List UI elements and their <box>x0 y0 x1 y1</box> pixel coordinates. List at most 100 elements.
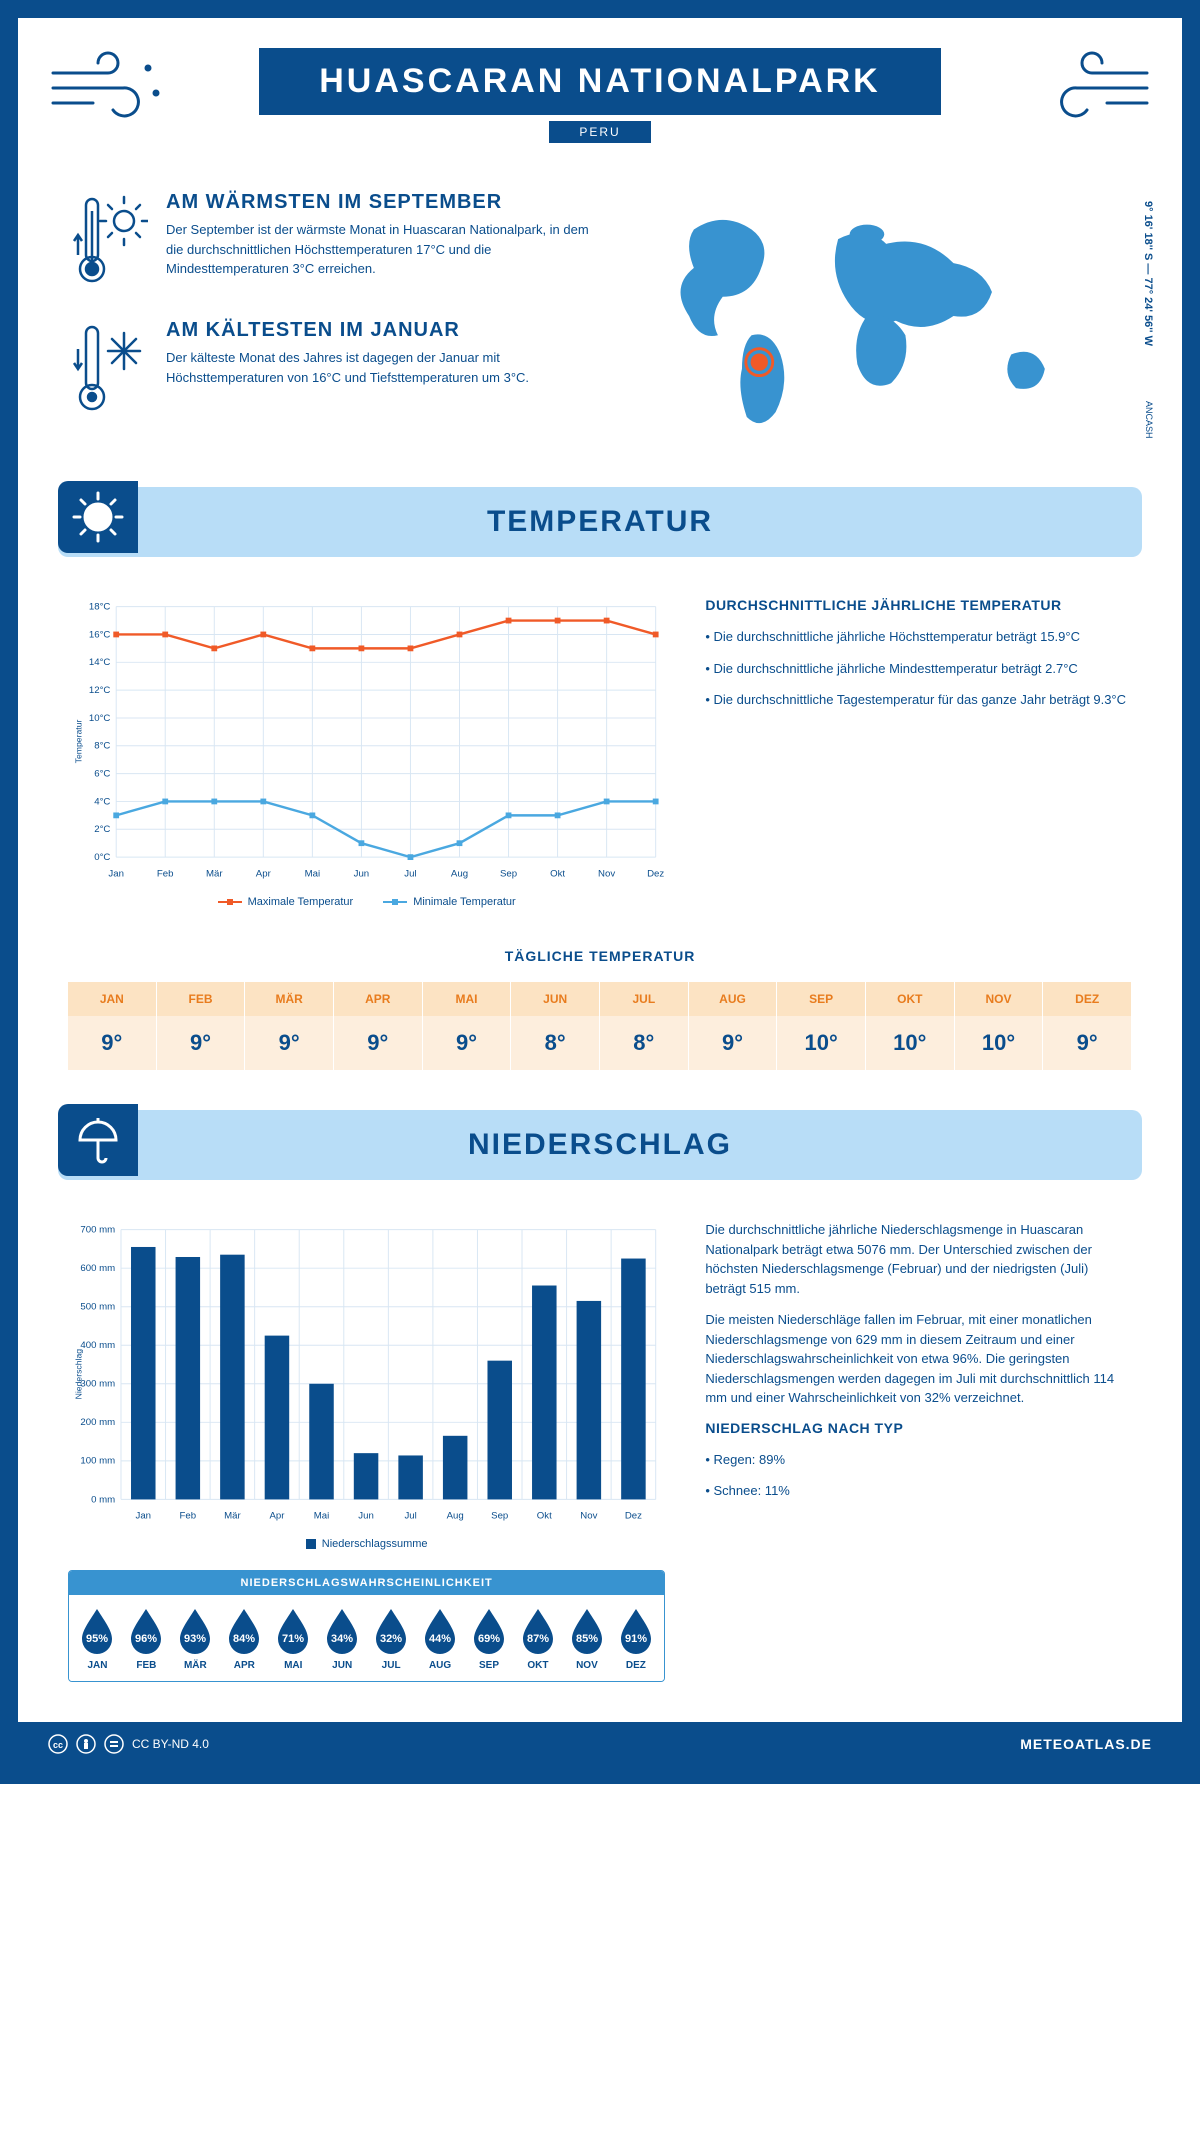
svg-text:14°C: 14°C <box>89 657 111 668</box>
coldest-block: AM KÄLTESTEN IM JANUAR Der kälteste Mona… <box>68 319 610 419</box>
sun-icon <box>58 481 138 553</box>
temp-summary: DURCHSCHNITTLICHE JÄHRLICHE TEMPERATUR •… <box>705 597 1132 908</box>
svg-text:Sep: Sep <box>491 1511 508 1522</box>
temperature-line-chart: 0°C2°C4°C6°C8°C10°C12°C14°C16°C18°CJanFe… <box>68 597 665 886</box>
infographic-frame: HUASCARAN NATIONALPARK PERU AM WÄRMSTEN … <box>0 0 1200 1784</box>
precip-section-header: NIEDERSCHLAG <box>58 1110 1142 1180</box>
dt-value: 9° <box>334 1016 423 1070</box>
svg-text:84%: 84% <box>233 1633 255 1645</box>
temp-legend: Maximale Temperatur Minimale Temperatur <box>68 896 665 908</box>
country-label: PERU <box>549 121 650 143</box>
precip-legend: Niederschlagssumme <box>68 1538 665 1550</box>
precip-drop: 93%MÄR <box>173 1605 218 1671</box>
wind-icon-right <box>1032 48 1152 118</box>
world-map <box>640 191 1132 441</box>
svg-text:100 mm: 100 mm <box>80 1456 115 1467</box>
svg-text:Okt: Okt <box>537 1511 552 1522</box>
site-name: METEOATLAS.DE <box>1020 1736 1152 1752</box>
precip-summary: Die durchschnittliche jährliche Niedersc… <box>705 1220 1132 1682</box>
svg-text:32%: 32% <box>380 1633 402 1645</box>
svg-text:Apr: Apr <box>256 868 272 879</box>
svg-text:Nov: Nov <box>580 1511 597 1522</box>
dt-month: APR <box>334 982 423 1016</box>
header: HUASCARAN NATIONALPARK PERU <box>18 18 1182 161</box>
svg-text:0 mm: 0 mm <box>91 1494 115 1505</box>
svg-text:Jul: Jul <box>404 1511 416 1522</box>
intro-section: AM WÄRMSTEN IM SEPTEMBER Der September i… <box>18 161 1182 487</box>
dt-value: 10° <box>866 1016 955 1070</box>
svg-text:Niederschlag: Niederschlag <box>73 1349 83 1400</box>
thermometer-snow-icon <box>68 319 148 419</box>
svg-text:500 mm: 500 mm <box>80 1302 115 1313</box>
svg-text:Jul: Jul <box>404 868 416 879</box>
precip-drop: 84%APR <box>222 1605 267 1671</box>
cc-icon: cc <box>48 1734 68 1754</box>
svg-text:0°C: 0°C <box>94 852 110 863</box>
dt-month: DEZ <box>1043 982 1132 1016</box>
svg-text:Feb: Feb <box>157 868 174 879</box>
svg-text:Sep: Sep <box>500 868 517 879</box>
nd-icon <box>104 1734 124 1754</box>
by-icon <box>76 1734 96 1754</box>
coordinates: 9° 16' 18'' S — 77° 24' 56'' W <box>1142 201 1154 346</box>
svg-text:Dez: Dez <box>647 868 664 879</box>
license-text: CC BY-ND 4.0 <box>132 1737 209 1751</box>
precip-drop: 34%JUN <box>320 1605 365 1671</box>
precip-drop: 91%DEZ <box>613 1605 658 1671</box>
daily-temp-table: TÄGLICHE TEMPERATUR JANFEBMÄRAPRMAIJUNJU… <box>18 948 1182 1110</box>
svg-text:2°C: 2°C <box>94 824 110 835</box>
dt-month: JAN <box>68 982 157 1016</box>
dt-value: 9° <box>1043 1016 1132 1070</box>
svg-text:Mai: Mai <box>314 1511 330 1522</box>
svg-text:Mai: Mai <box>305 868 321 879</box>
svg-text:18°C: 18°C <box>89 602 111 613</box>
dt-month: JUN <box>511 982 600 1016</box>
svg-text:Okt: Okt <box>550 868 565 879</box>
precip-drop: 71%MAI <box>271 1605 316 1671</box>
dt-month: NOV <box>955 982 1044 1016</box>
svg-text:71%: 71% <box>282 1633 304 1645</box>
page-title: HUASCARAN NATIONALPARK <box>259 48 941 115</box>
svg-text:Jun: Jun <box>354 868 370 879</box>
precip-drop: 44%AUG <box>418 1605 463 1671</box>
dt-month: SEP <box>777 982 866 1016</box>
svg-text:400 mm: 400 mm <box>80 1340 115 1351</box>
coldest-title: AM KÄLTESTEN IM JANUAR <box>166 319 610 342</box>
svg-text:cc: cc <box>53 1740 63 1750</box>
svg-text:16°C: 16°C <box>89 629 111 640</box>
svg-text:10°C: 10°C <box>89 713 111 724</box>
warmest-text: Der September ist der wärmste Monat in H… <box>166 220 610 279</box>
svg-text:Apr: Apr <box>269 1511 285 1522</box>
precip-drop: 85%NOV <box>564 1605 609 1671</box>
svg-text:12°C: 12°C <box>89 685 111 696</box>
svg-text:69%: 69% <box>478 1633 500 1645</box>
svg-text:Mär: Mär <box>206 868 223 879</box>
svg-text:91%: 91% <box>625 1633 647 1645</box>
dt-value: 9° <box>245 1016 334 1070</box>
svg-text:95%: 95% <box>86 1633 108 1645</box>
svg-text:700 mm: 700 mm <box>80 1225 115 1236</box>
dt-value: 8° <box>511 1016 600 1070</box>
dt-month: AUG <box>689 982 778 1016</box>
precip-drop: 69%SEP <box>467 1605 512 1671</box>
svg-text:85%: 85% <box>576 1633 598 1645</box>
svg-text:Feb: Feb <box>180 1511 197 1522</box>
precip-probability-panel: NIEDERSCHLAGSWAHRSCHEINLICHKEIT 95%JAN96… <box>68 1570 665 1682</box>
umbrella-icon <box>58 1104 138 1176</box>
precip-drop: 87%OKT <box>515 1605 560 1671</box>
wind-icon-left <box>48 48 168 118</box>
svg-text:93%: 93% <box>184 1633 206 1645</box>
svg-text:300 mm: 300 mm <box>80 1379 115 1390</box>
dt-month: MAI <box>423 982 512 1016</box>
dt-value: 9° <box>689 1016 778 1070</box>
svg-text:8°C: 8°C <box>94 741 110 752</box>
svg-text:96%: 96% <box>135 1633 157 1645</box>
svg-text:44%: 44% <box>429 1633 451 1645</box>
dt-value: 10° <box>955 1016 1044 1070</box>
footer: cc CC BY-ND 4.0 METEOATLAS.DE <box>18 1722 1182 1766</box>
region-label: ANCASH <box>1144 401 1154 439</box>
svg-text:Jun: Jun <box>358 1511 374 1522</box>
warmest-title: AM WÄRMSTEN IM SEPTEMBER <box>166 191 610 214</box>
svg-text:Nov: Nov <box>598 868 615 879</box>
thermometer-sun-icon <box>68 191 148 291</box>
